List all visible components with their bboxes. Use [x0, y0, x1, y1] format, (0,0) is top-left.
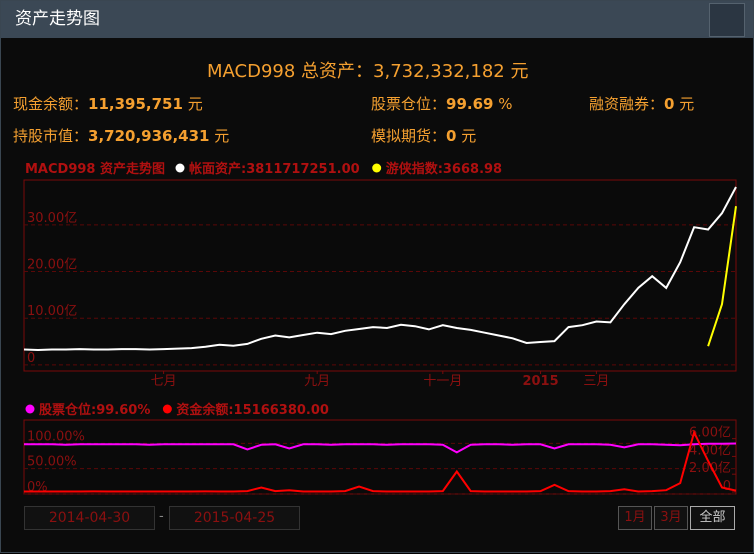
- legend-label: 游侠指数:3668.98: [386, 161, 502, 177]
- field-label: 股票仓位：: [371, 95, 447, 113]
- series-line: [707, 206, 737, 347]
- summary-field: 融资融券：0 元: [589, 93, 694, 114]
- y-tick-label: 20.00亿: [27, 258, 77, 273]
- y-tick-label: 100.00%: [27, 429, 85, 444]
- legend-dot: [162, 404, 172, 414]
- end-date[interactable]: 2015-04-25: [169, 506, 300, 530]
- range-button[interactable]: 3月: [654, 506, 688, 530]
- field-value: 3,720,936,431: [88, 127, 210, 145]
- legend-label: 资金余额:15166380.00: [176, 402, 329, 418]
- field-unit: %: [498, 95, 513, 113]
- field-value: 11,395,751: [88, 95, 183, 113]
- series-line: [24, 442, 737, 454]
- plot-area: [23, 179, 737, 372]
- legend-dot: [25, 404, 35, 414]
- series-line: [23, 186, 737, 352]
- field-unit: 元: [461, 127, 477, 145]
- range-button[interactable]: 全部: [690, 506, 735, 530]
- total-value: 3,732,332,182: [373, 61, 505, 82]
- y2-tick-label: 2.00亿: [689, 461, 731, 476]
- summary-field: 现金余额：11,395,751 元: [13, 93, 203, 114]
- y2-tick-label: 6.00亿: [689, 426, 731, 441]
- field-label: 现金余额：: [13, 95, 89, 113]
- total-line: MACD998 总资产：3,732,332,182 元: [207, 57, 528, 83]
- summary-field: 股票仓位：99.69 %: [371, 93, 513, 114]
- y-tick-label: 0: [27, 351, 35, 366]
- total-label: MACD998 总资产：: [207, 61, 374, 82]
- total-unit: 元: [510, 61, 529, 82]
- y2-tick-label: 0: [723, 479, 731, 494]
- plot-area: [23, 419, 737, 495]
- legend-label: 帐面资产:3811717251.00: [189, 161, 360, 177]
- y-tick-label: 50.00%: [27, 455, 77, 470]
- x-tick-label: 2015: [522, 374, 558, 389]
- field-value: 0: [446, 127, 457, 145]
- chart-title: MACD998 资产走势图: [25, 161, 165, 177]
- x-tick-label: 三月: [583, 374, 609, 389]
- field-unit: 元: [187, 95, 203, 113]
- date-separator: -: [159, 509, 164, 524]
- legend-dot: [372, 163, 382, 173]
- range-button[interactable]: 1月: [618, 506, 652, 530]
- field-unit: 元: [679, 95, 695, 113]
- close-box[interactable]: [709, 3, 745, 37]
- window-title: 资产走势图: [15, 9, 100, 29]
- field-label: 融资融券：: [589, 95, 665, 113]
- x-tick-label: 十一月: [423, 374, 462, 389]
- y-tick-label: 30.00亿: [27, 211, 77, 226]
- title-bar: 资产走势图: [1, 1, 753, 38]
- legend-label: 股票仓位:99.60%: [39, 402, 150, 418]
- field-label: 模拟期货：: [371, 127, 447, 145]
- start-date[interactable]: 2014-04-30: [24, 506, 155, 530]
- x-tick-label: 九月: [304, 374, 330, 389]
- y-tick-label: 10.00亿: [27, 304, 77, 319]
- y2-tick-label: 4.00亿: [689, 443, 731, 458]
- x-tick-label: 七月: [151, 374, 177, 389]
- field-value: 0: [664, 95, 675, 113]
- field-value: 99.69: [446, 95, 494, 113]
- series-line: [24, 429, 737, 493]
- summary-field: 模拟期货：0 元: [371, 125, 476, 146]
- legend-dot: [175, 163, 185, 173]
- y-tick-label: 0%: [27, 480, 48, 495]
- field-unit: 元: [214, 127, 230, 145]
- field-label: 持股市值：: [13, 127, 89, 145]
- summary-field: 持股市值：3,720,936,431 元: [13, 125, 229, 146]
